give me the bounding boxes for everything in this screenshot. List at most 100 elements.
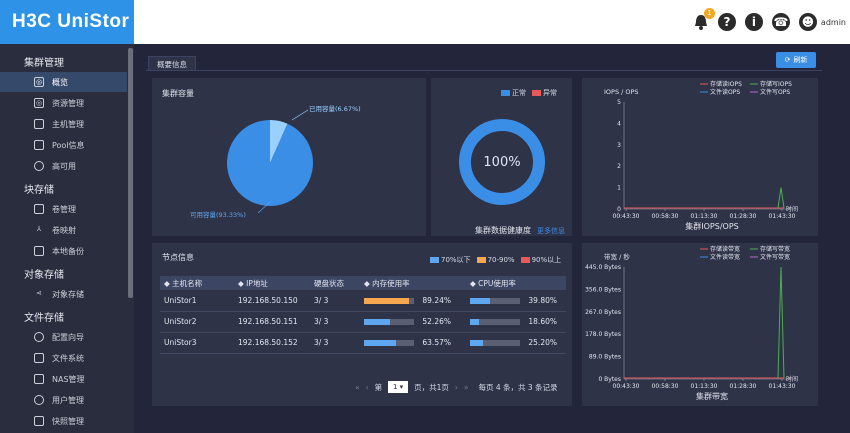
- avatar-icon[interactable]: ☻: [798, 13, 817, 31]
- cell-ip: 192.168.50.151: [234, 311, 310, 333]
- y-tick-label: 356.0 Bytes: [585, 286, 621, 293]
- y-axis-title: 带宽 / 秒: [604, 252, 630, 261]
- legend-label[interactable]: 文件读OPS: [710, 88, 740, 96]
- y-tick-label: 5: [617, 99, 621, 106]
- next-icon[interactable]: ›: [454, 382, 458, 392]
- legend-label[interactable]: 文件写OPS: [760, 88, 790, 96]
- sidebar-item-wizard[interactable]: 配置向导: [0, 327, 127, 347]
- username[interactable]: admin: [820, 17, 846, 27]
- health-card: [431, 78, 572, 236]
- sidebar-item-label: 卷映射: [52, 225, 76, 235]
- col-cpu[interactable]: ◆ CPU使用率: [466, 276, 566, 290]
- globe-icon: ◎: [34, 77, 44, 87]
- legend-normal-label: 正常: [512, 89, 526, 97]
- legend-abnormal: 异常: [532, 88, 557, 98]
- refresh-button[interactable]: ⟳ 刷新: [776, 52, 816, 68]
- legend-label[interactable]: 存储写带宽: [760, 245, 790, 253]
- health-more-link[interactable]: 更多信息: [537, 226, 565, 235]
- x-tick-label: 00:58:30: [652, 383, 679, 390]
- prev-first-icon[interactable]: «: [355, 382, 360, 392]
- sidebar-item-filesystem[interactable]: 文件系统: [0, 348, 127, 368]
- disk-icon: [34, 204, 44, 214]
- sidebar-item-local-backup[interactable]: 本地备份: [0, 241, 127, 261]
- table-row[interactable]: UniStor2 192.168.50.151 3/ 3 52.26% 18.6…: [160, 311, 566, 333]
- help-icon[interactable]: ?: [717, 13, 736, 31]
- col-mem-label: 内存使用率: [372, 278, 410, 288]
- sidebar-item-users[interactable]: 用户管理: [0, 390, 127, 410]
- table-header: ◆ 主机名称 ◆ IP地址 硬盘状态 ◆ 内存使用率 ◆ CPU使用率: [160, 276, 566, 290]
- sidebar-item-label: 概览: [52, 77, 68, 87]
- app-logo: H3C UniStor: [0, 0, 134, 44]
- support-icon[interactable]: ☎: [771, 13, 790, 31]
- cpu-bar: [470, 319, 520, 325]
- prev-icon[interactable]: ‹: [365, 382, 369, 392]
- health-ring-chart: 100% 集群数据健康度 更多信息: [459, 119, 565, 235]
- legend-high-label: 90%以上: [531, 256, 562, 264]
- sidebar-item-volumes[interactable]: 卷管理: [0, 199, 127, 219]
- sidebar-scrollbar-thumb[interactable]: [128, 48, 133, 298]
- globe-icon: ◎: [34, 98, 44, 108]
- legend-label[interactable]: 存储读IOPS: [710, 80, 742, 88]
- mem-bar-fill: [364, 340, 396, 346]
- cpu-value: 39.80%: [528, 295, 557, 305]
- info-icon[interactable]: i: [744, 13, 763, 31]
- sidebar-item-resources[interactable]: ◎ 资源管理: [0, 93, 127, 113]
- y-tick-label: 0 Bytes: [598, 376, 621, 383]
- legend-low: 70%以下: [430, 255, 471, 265]
- fork-icon: ⅄: [36, 225, 42, 233]
- sidebar-group-file: 文件存储: [24, 313, 64, 324]
- circle-icon: [34, 161, 44, 171]
- page-select[interactable]: 1 ▾: [388, 381, 409, 393]
- next-last-icon[interactable]: »: [463, 382, 469, 392]
- sidebar-item-volume-mapping[interactable]: ⅄ 卷映射: [0, 220, 127, 240]
- cpu-bar: [470, 297, 520, 304]
- sidebar-item-pool[interactable]: Pool信息: [0, 135, 127, 155]
- sidebar-item-overview[interactable]: ◎ 概览: [0, 72, 127, 92]
- chart-title: 集群带宽: [696, 391, 728, 401]
- x-tick-label: 01:43:30: [769, 213, 796, 220]
- cell-mem: 52.26%: [360, 311, 466, 333]
- legend-label[interactable]: 存储写IOPS: [760, 80, 792, 88]
- cell-ip: 192.168.50.152: [234, 332, 310, 354]
- sidebar-item-object-storage[interactable]: ⋖ 对象存储: [0, 284, 127, 304]
- legend-label[interactable]: 文件写带宽: [760, 253, 790, 261]
- free-capacity-label: 可用容量(93.33%): [190, 210, 246, 219]
- sidebar-item-label: Pool信息: [52, 140, 85, 150]
- cpu-bar-fill: [470, 319, 480, 325]
- legend-label[interactable]: 存储读带宽: [710, 245, 740, 253]
- used-capacity-label: 已用容量(6.67%): [309, 104, 361, 113]
- health-value: 100%: [483, 155, 520, 170]
- pie-slice-used[interactable]: [270, 120, 288, 163]
- mem-bar-fill: [364, 319, 391, 325]
- legend-abnormal-label: 异常: [543, 89, 557, 97]
- cpu-bar-fill: [470, 340, 483, 346]
- free-leader-line: [257, 201, 271, 214]
- legend-label[interactable]: 文件读带宽: [710, 253, 740, 261]
- col-mem[interactable]: ◆ 内存使用率: [360, 276, 466, 290]
- mem-bar-fill: [364, 297, 409, 304]
- table-row[interactable]: UniStor1 192.168.50.150 3/ 3 89.24% 39.8…: [160, 290, 566, 312]
- y-tick-label: 267.0 Bytes: [585, 309, 621, 316]
- sidebar-item-nas[interactable]: NAS管理: [0, 369, 127, 389]
- x-tick-label: 01:43:30: [769, 383, 796, 390]
- y-tick-label: 1: [617, 185, 621, 192]
- tab-overview[interactable]: 概要信息: [148, 56, 196, 71]
- refresh-icon: ⟳: [784, 56, 791, 64]
- pie-slice-free[interactable]: [227, 120, 313, 207]
- sidebar-item-ha[interactable]: 高可用: [0, 156, 127, 176]
- cell-mem: 63.57%: [360, 332, 466, 354]
- mem-bar: [364, 319, 414, 325]
- sidebar-item-hosts[interactable]: 主机管理: [0, 114, 127, 134]
- used-leader-line: [291, 109, 309, 121]
- bell-icon[interactable]: 1: [693, 8, 715, 31]
- nodes-title: 节点信息: [162, 253, 194, 262]
- wizard-icon: [34, 332, 44, 342]
- camera-icon: [34, 416, 44, 426]
- x-tick-label: 00:58:30: [652, 213, 679, 220]
- sidebar-item-label: 卷管理: [52, 204, 76, 214]
- col-hostname[interactable]: ◆ 主机名称: [160, 276, 234, 290]
- table-row[interactable]: UniStor3 192.168.50.152 3/ 3 63.57% 25.2…: [160, 332, 566, 354]
- sidebar-item-snapshots[interactable]: 快照管理: [0, 411, 127, 431]
- col-ip[interactable]: ◆ IP地址: [234, 276, 310, 290]
